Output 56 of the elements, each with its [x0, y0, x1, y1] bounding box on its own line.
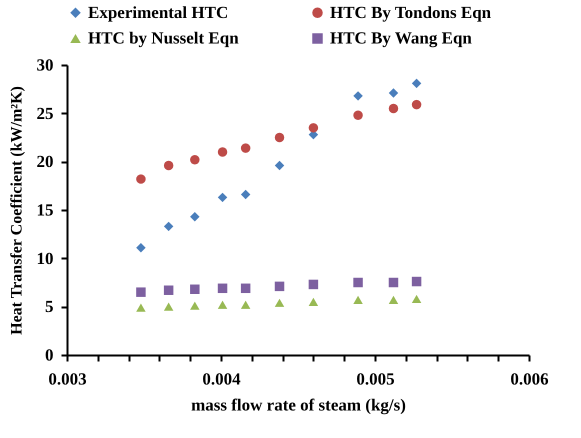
legend-label: HTC By Wang Eqn [330, 28, 472, 48]
point [218, 147, 228, 157]
point [412, 100, 422, 110]
point [353, 91, 363, 101]
x-tick-label: 0.003 [48, 370, 87, 388]
point [412, 276, 422, 286]
point [388, 296, 398, 304]
x-tick-label: 0.006 [510, 370, 549, 388]
y-tick-label: 5 [45, 297, 54, 316]
point [353, 110, 363, 120]
point [388, 278, 398, 288]
point [308, 123, 318, 133]
legend-label: Experimental HTC [88, 2, 228, 22]
point [308, 298, 318, 306]
y-tick-label: 0 [45, 346, 54, 364]
y-axis-title: Heat Transfer Coefficient (kW/m²K) [8, 86, 26, 335]
point [190, 212, 200, 222]
point [388, 104, 398, 114]
y-tick-label: 20 [36, 152, 54, 172]
point [190, 284, 200, 294]
x-tick-label: 0.005 [356, 370, 395, 388]
point [136, 304, 146, 312]
y-tick-label: 30 [36, 56, 54, 74]
point [353, 296, 363, 304]
point [240, 300, 250, 309]
y-tick-label: 25 [36, 104, 54, 123]
point [136, 287, 146, 297]
x-axis-title: mass flow rate of steam (kg/s) [191, 396, 406, 414]
legend-label: HTC By Tondons Eqn [330, 2, 492, 22]
point [190, 155, 200, 164]
point [240, 190, 250, 200]
point [353, 278, 363, 288]
point [274, 132, 284, 142]
point [274, 282, 284, 292]
point [190, 302, 200, 310]
point [240, 284, 250, 294]
point [274, 298, 284, 307]
point [164, 160, 174, 170]
y-tick-label: 15 [36, 200, 54, 220]
x-tick-label: 0.004 [202, 370, 242, 388]
point [240, 143, 250, 153]
point [218, 284, 228, 294]
point [412, 78, 422, 88]
point [218, 192, 228, 202]
point [388, 88, 398, 98]
legend-label: HTC by Nusselt Eqn [88, 28, 240, 48]
point [274, 160, 284, 170]
y-tick-label: 10 [36, 248, 54, 268]
point [412, 294, 422, 304]
point [218, 300, 228, 309]
point [136, 242, 146, 252]
point [136, 174, 146, 184]
point [164, 302, 174, 311]
point [164, 285, 174, 295]
point [164, 222, 174, 232]
point [308, 280, 318, 290]
